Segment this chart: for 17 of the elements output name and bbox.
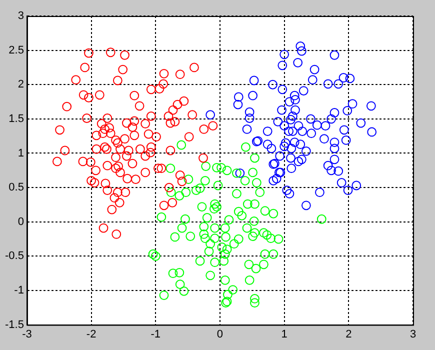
x-tick-label: 1 <box>281 328 288 340</box>
y-tick-label: -1 <box>14 284 24 297</box>
y-tick-label: 3 <box>18 10 24 22</box>
y-tick-label: 1.5 <box>8 112 24 125</box>
x-tick-label: 2 <box>346 328 352 340</box>
x-tick-label: 3 <box>410 328 416 340</box>
y-tick-label: 1 <box>18 147 24 160</box>
y-tick-label: -1.5 <box>4 318 24 331</box>
y-tick-label: 2.5 <box>8 44 24 56</box>
y-tick-label: 0.5 <box>8 182 24 194</box>
x-tick-label: -1 <box>150 328 161 340</box>
y-tick-label: -0.5 <box>4 250 24 262</box>
y-tick-label: 0 <box>18 216 24 228</box>
x-tick-label: 0 <box>216 328 224 340</box>
x-tick-label: -3 <box>22 328 32 340</box>
x-tick-label: -2 <box>86 328 96 340</box>
y-tick-label: 2 <box>18 78 24 91</box>
